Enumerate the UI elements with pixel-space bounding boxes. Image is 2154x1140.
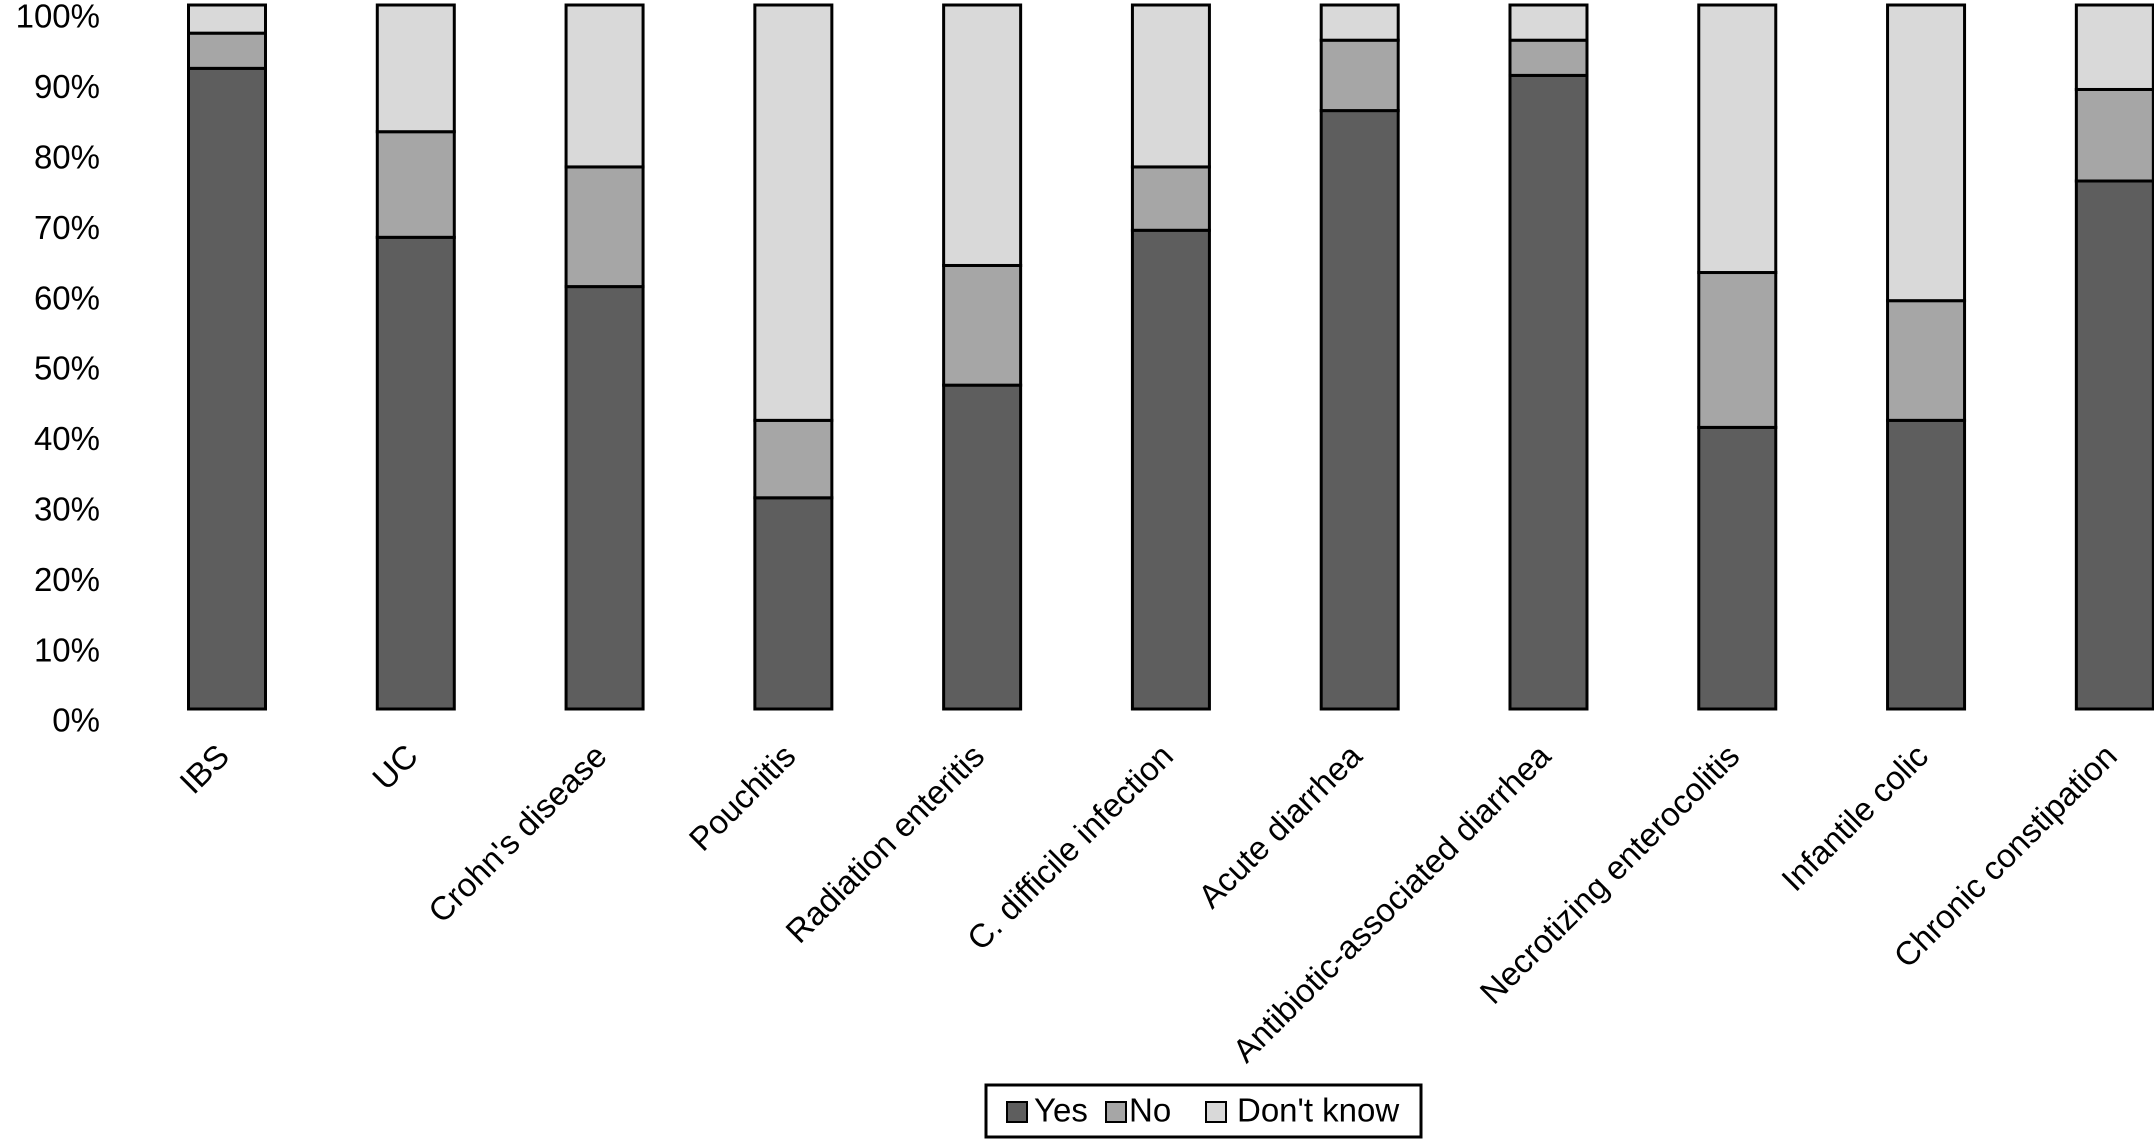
bar-segment <box>187 31 267 70</box>
bar-segment <box>187 66 267 711</box>
bar-segment <box>2074 3 2154 91</box>
bar-segment <box>375 130 456 239</box>
y-tick-label: 90% <box>34 68 100 105</box>
y-tick-label: 40% <box>34 420 100 457</box>
bar-segment <box>2074 179 2154 711</box>
bar-segment <box>1319 3 1400 42</box>
bar-segment <box>1130 3 1211 169</box>
bar-segment <box>564 3 645 169</box>
bar-segment <box>1319 109 1400 711</box>
bar-segment <box>1508 3 1589 42</box>
bar-segment <box>942 3 1023 267</box>
y-tick-label: 70% <box>34 209 100 246</box>
y-tick-label: 80% <box>34 139 100 176</box>
x-tick-label: Acute diarrhea <box>1191 737 1369 915</box>
bar-segment <box>753 3 834 422</box>
x-tick-label: IBS <box>172 737 236 801</box>
x-tick-label: Pouchitis <box>682 737 803 858</box>
x-tick-label: Infantile colic <box>1774 737 1935 898</box>
x-tick-label: UC <box>365 737 425 797</box>
bar-segment <box>1130 165 1211 232</box>
y-tick-label: 60% <box>34 279 100 316</box>
legend-label: No <box>1129 1092 1171 1129</box>
bar-segment <box>375 235 456 711</box>
legend-label: Yes <box>1034 1092 1088 1129</box>
legend-swatch <box>1205 1101 1227 1123</box>
y-tick-label: 10% <box>34 631 100 668</box>
x-tick-label: Radiation enteritis <box>778 737 991 950</box>
x-tick-label: Crohn's disease <box>421 737 614 930</box>
bar-segment <box>753 418 834 500</box>
bar-segment <box>1697 3 1778 275</box>
bar-segment <box>1886 418 1967 711</box>
bar-segment <box>942 263 1023 387</box>
bar-segment <box>1508 73 1589 711</box>
legend-swatch <box>1006 1101 1028 1123</box>
bar-segment <box>942 383 1023 711</box>
bar-segment <box>1697 425 1778 711</box>
y-tick-label: 0% <box>52 702 100 739</box>
legend-box <box>984 1083 1423 1139</box>
legend-swatch <box>1105 1101 1127 1123</box>
bar-segment <box>1886 299 1967 422</box>
legend-label: Don't know <box>1237 1092 1399 1129</box>
bar-segment <box>1886 3 1967 303</box>
bar-segment <box>1319 38 1400 113</box>
x-tick-label: C. difficile infection <box>960 737 1180 957</box>
y-tick-label: 20% <box>34 561 100 598</box>
x-tick-label: Antibiotic-associated diarrhea <box>1225 736 1558 1069</box>
bar-segment <box>2074 87 2154 183</box>
bar-segment <box>753 496 834 711</box>
bar-segment <box>1508 38 1589 77</box>
y-tick-label: 30% <box>34 491 100 528</box>
bar-segment <box>564 165 645 289</box>
bar-segment <box>1130 228 1211 711</box>
y-tick-label: 50% <box>34 350 100 387</box>
bar-segment <box>375 3 456 134</box>
bar-segment <box>187 3 267 35</box>
bar-segment <box>564 285 645 711</box>
y-tick-label: 100% <box>16 0 100 35</box>
bar-segment <box>1697 271 1778 429</box>
